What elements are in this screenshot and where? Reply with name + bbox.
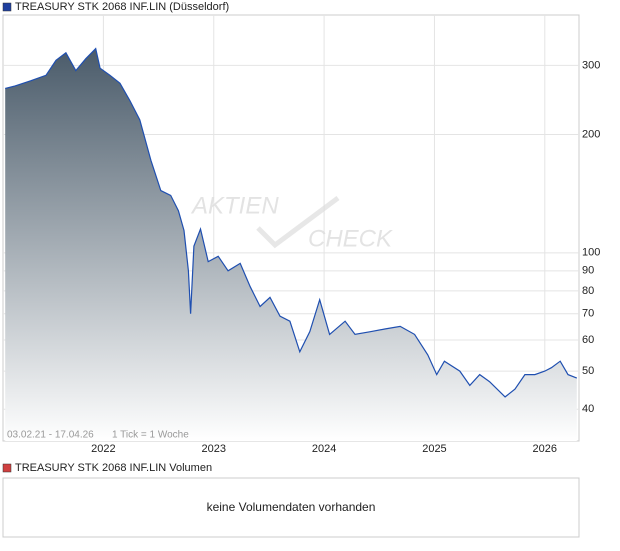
y-tick-label: 50 bbox=[582, 365, 594, 377]
volume-swatch bbox=[2, 463, 12, 473]
area bbox=[5, 48, 577, 441]
x-tick-label: 2025 bbox=[422, 443, 446, 455]
y-tick-label: 40 bbox=[582, 403, 594, 415]
watermark: AKTIEN bbox=[190, 192, 279, 219]
y-tick-label: 90 bbox=[582, 265, 594, 277]
watermark-check bbox=[256, 195, 340, 249]
legend-swatch bbox=[2, 2, 12, 12]
y-tick-label: 60 bbox=[582, 334, 594, 346]
line bbox=[5, 47, 578, 398]
y-tick-label: 300 bbox=[582, 59, 600, 71]
range-label: 03.02.21 - 17.04.26 bbox=[7, 430, 94, 441]
y-tick-label: 100 bbox=[582, 247, 600, 259]
watermark: CHECK bbox=[308, 225, 393, 252]
y-tick-label: 200 bbox=[582, 128, 600, 140]
y-tick-label: 70 bbox=[582, 308, 594, 320]
volume-frame bbox=[2, 477, 580, 538]
y-tick-label: 80 bbox=[582, 285, 594, 297]
legend-label: TREASURY STK 2068 INF.LIN (Düsseldorf) bbox=[15, 1, 229, 13]
x-tick-label: 2024 bbox=[312, 443, 336, 455]
x-tick-label: 2023 bbox=[202, 443, 226, 455]
volume-message: keine Volumendaten vorhanden bbox=[207, 500, 376, 514]
volume-title: TREASURY STK 2068 INF.LIN Volumen bbox=[15, 462, 212, 474]
tick-note: 1 Tick = 1 Woche bbox=[112, 430, 189, 441]
x-tick-label: 2022 bbox=[91, 443, 115, 455]
x-tick-label: 2026 bbox=[533, 443, 557, 455]
